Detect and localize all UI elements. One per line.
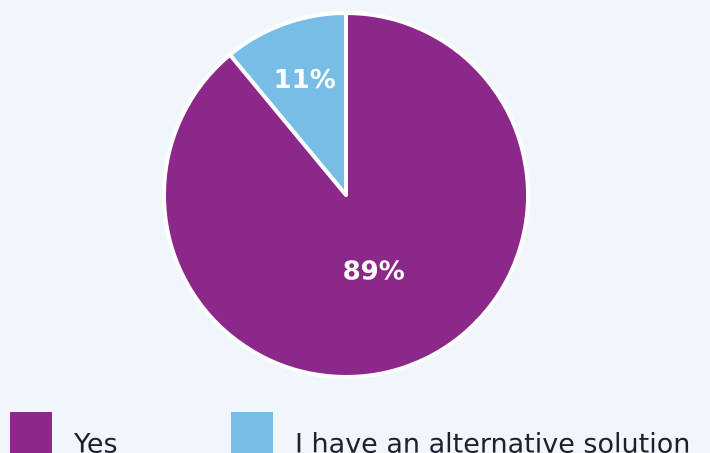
legend-label-i-have-an-alternative-solution: I have an alternative solution (295, 429, 690, 453)
pie-slice-labels: 89% 11% (274, 65, 405, 287)
legend-swatch-yes (10, 412, 52, 453)
slice-label-i-have-an-alternative-solution: 11% (274, 65, 336, 95)
pie-slice-i-have-an-alternative-solution (227, 11, 348, 197)
slice-label-yes: 89% (343, 257, 405, 287)
legend-swatch-i-have-an-alternative-solution (231, 412, 273, 453)
legend: Yes I have an alternative solution (10, 412, 690, 453)
pie-slices (162, 11, 530, 379)
legend-label-yes: Yes (73, 429, 118, 453)
